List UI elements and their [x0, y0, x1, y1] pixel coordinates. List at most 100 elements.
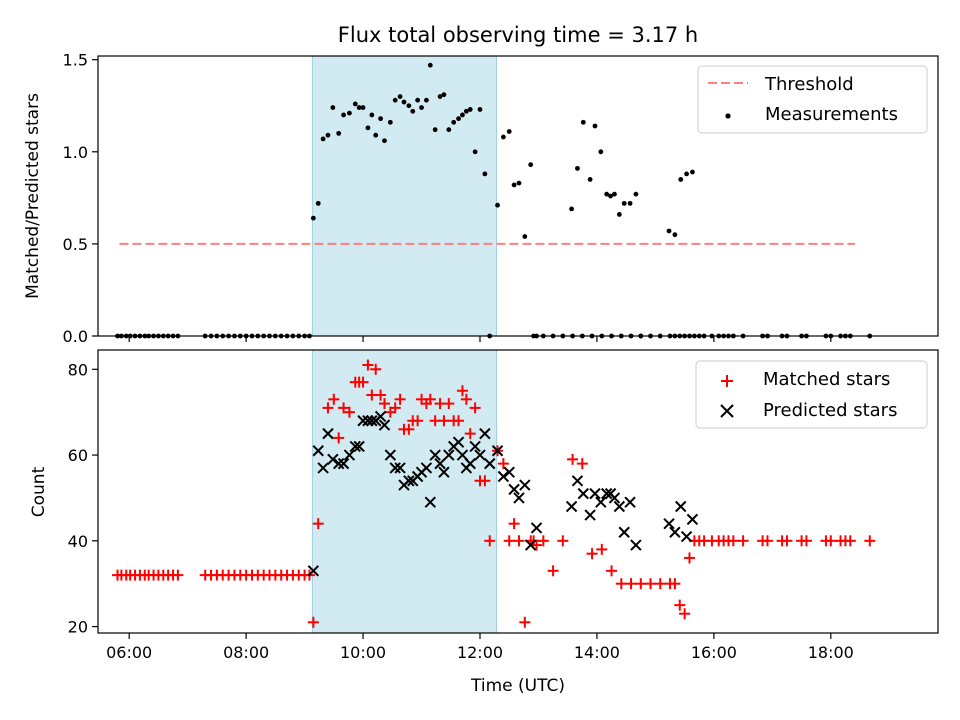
measurement-point	[432, 127, 438, 133]
measurement-point	[387, 119, 393, 125]
observing-window-shading	[311, 55, 498, 337]
matched-star-point	[453, 415, 465, 427]
ratio-panel: Flux total observing time = 3.17 h 0.0 0.…	[23, 23, 939, 346]
matched-star-point	[328, 393, 340, 405]
x-tick-label: 08:00	[223, 643, 269, 662]
x-tick-label: 18:00	[808, 643, 854, 662]
ratio-y-axis-label: Matched/Predicted stars	[23, 93, 43, 299]
measurement-point	[575, 165, 580, 171]
predicted-star-point	[519, 479, 531, 491]
matched-star-point	[438, 415, 450, 427]
predicted-star-point	[624, 496, 636, 508]
matched-stars-points	[111, 359, 876, 628]
predicted-star-point	[374, 410, 387, 423]
predicted-star-point	[630, 539, 642, 551]
measurement-point	[506, 129, 512, 134]
measurement-point	[463, 108, 469, 114]
measurement-point	[341, 112, 346, 118]
observing-window-shading-bottom	[311, 349, 498, 634]
predicted-star-point	[378, 419, 391, 431]
count-x-ticks: 06:00 08:00 10:00 12:00 14:00 16:00 18:00	[106, 633, 854, 662]
x-tick-label: 16:00	[691, 643, 737, 662]
measurement-point	[569, 206, 574, 212]
predicted-star-point	[686, 513, 699, 526]
matched-star-point	[424, 393, 436, 405]
predicted-star-point	[474, 449, 486, 461]
y-tick-label: 0.5	[63, 235, 88, 254]
matched-star-point	[394, 393, 406, 405]
matched-star-point	[557, 535, 569, 547]
ratio-legend-box	[697, 65, 928, 134]
predicted-star-point	[312, 445, 324, 457]
y-tick-label: 40	[68, 532, 88, 551]
matched-star-point	[864, 535, 876, 547]
chart-title: Flux total observing time = 3.17 h	[338, 23, 698, 47]
observing-window-band	[311, 349, 498, 634]
predicted-star-point	[675, 500, 687, 513]
predicted-star-point	[680, 530, 693, 543]
matched-star-point	[596, 543, 608, 555]
matched-star-point	[503, 535, 515, 547]
measurement-point	[446, 127, 452, 133]
measurement-point	[401, 99, 407, 105]
measurement-point	[522, 234, 528, 239]
matched-star-point	[737, 535, 749, 547]
ratio-x-ticks	[128, 336, 832, 342]
measurement-point	[310, 215, 316, 221]
y-tick-label: 1.5	[63, 51, 88, 70]
measurement-point	[690, 169, 695, 175]
predicted-star-point	[565, 500, 578, 513]
predicted-star-point	[443, 449, 455, 461]
predicted-stars-points	[307, 410, 699, 577]
matched-star-point	[479, 475, 491, 487]
measurement-point	[392, 97, 398, 103]
matched-star-point	[460, 393, 472, 405]
predicted-star-point	[484, 457, 496, 470]
legend-measurements-label: Measurements	[765, 104, 898, 125]
measurement-point	[373, 132, 379, 138]
matched-star-point	[519, 616, 531, 628]
measurement-point	[482, 171, 488, 177]
matched-star-point	[343, 406, 355, 418]
predicted-star-point	[613, 500, 626, 513]
matched-star-point	[537, 535, 549, 547]
matched-star-point	[378, 398, 390, 410]
matched-star-point	[357, 376, 369, 388]
predicted-star-point	[608, 492, 621, 504]
predicted-star-point	[349, 440, 361, 453]
ratio-legend: Threshold Measurements	[697, 65, 928, 134]
count-y-ticks: 20 40 60 80	[68, 360, 98, 637]
measurement-point	[678, 177, 684, 182]
matched-star-point	[645, 578, 657, 590]
predicted-star-point	[424, 496, 437, 508]
matched-star-point	[576, 458, 588, 470]
matched-star-point	[497, 458, 509, 470]
predicted-star-point	[420, 462, 433, 474]
y-tick-label: 0.0	[63, 327, 88, 346]
matched-star-point	[606, 565, 618, 577]
measurement-point	[672, 232, 678, 238]
predicted-star-point	[530, 522, 543, 534]
measurement-point	[419, 105, 424, 110]
predicted-star-point	[317, 462, 329, 474]
measurement-point	[592, 123, 598, 129]
measurement-point	[382, 138, 387, 144]
matched-star-point	[635, 578, 647, 590]
matched-star-point	[679, 608, 691, 620]
matched-star-point	[567, 453, 579, 465]
matched-star-point	[312, 518, 324, 530]
predicted-star-point	[479, 427, 491, 440]
ratio-plot-frame	[97, 55, 939, 337]
predicted-star-point	[353, 440, 365, 453]
predicted-star-point	[343, 449, 356, 461]
measurement-point	[621, 200, 627, 206]
predicted-star-point	[589, 487, 601, 500]
predicted-star-point	[469, 440, 481, 453]
matched-star-point	[800, 535, 812, 547]
measurement-point	[467, 107, 473, 112]
measurement-point	[516, 180, 522, 186]
matched-star-point	[333, 432, 345, 444]
x-tick-label: 12:00	[457, 643, 503, 662]
predicted-star-point	[322, 427, 334, 440]
measurement-point	[500, 134, 506, 140]
